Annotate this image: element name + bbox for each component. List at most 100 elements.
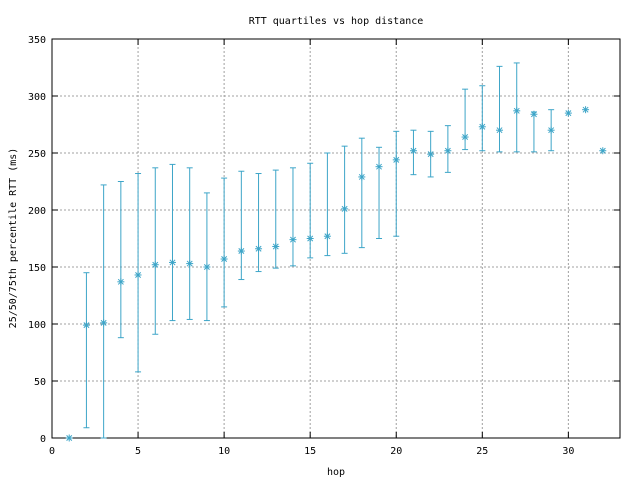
marker-stroke [427,151,434,158]
data-point [220,177,228,308]
x-tick-label: 5 [135,446,141,457]
marker-stroke [100,319,107,326]
marker-stroke [462,134,469,141]
median-marker [168,258,176,266]
data-point [100,184,108,439]
data-point [392,130,400,237]
marker-stroke [307,235,314,242]
marker-stroke [393,156,400,163]
median-marker [134,271,142,279]
median-marker [530,110,538,118]
marker-stroke [66,435,73,441]
marker-stroke [358,173,365,180]
median-marker [375,163,383,171]
y-tick-label: 100 [28,320,46,331]
x-tick-label: 10 [218,446,230,457]
marker-stroke [530,111,537,118]
median-marker [289,236,297,244]
marker-stroke [203,264,210,270]
median-marker [564,109,572,117]
median-marker [323,232,331,240]
y-tick-label: 50 [34,377,46,388]
median-marker [427,150,435,158]
median-marker [513,107,521,115]
median-marker [65,434,73,442]
x-tick-label: 30 [562,446,574,457]
x-tick-label: 15 [304,446,316,457]
data-point [461,88,469,151]
data-point [513,62,521,153]
median-marker [255,245,263,253]
data-point [341,145,349,254]
data-point [530,110,538,153]
data-point [82,272,90,429]
marker-stroke [565,110,572,117]
y-tick-label: 200 [28,206,46,217]
y-axis-label: 25/50/75th percentile RTT (ms) [8,148,19,329]
data-point [151,167,159,335]
data-point [117,181,125,339]
median-marker [341,205,349,213]
axis-ticks: 0 50 100 150 200 250 300 350 0 5 10 15 20 25 30 [28,35,620,457]
marker-stroke [221,256,228,262]
y-tick-label: 300 [28,92,46,103]
x-tick-label: 20 [390,446,402,457]
data-point [444,125,452,173]
median-marker [461,133,469,141]
median-marker [478,123,486,131]
median-marker [151,261,159,269]
marker-stroke [289,236,296,243]
data-point [186,167,194,320]
median-marker [203,263,211,271]
marker-stroke [169,259,176,266]
x-axis-label: hop [327,467,345,478]
data-point [65,434,73,442]
median-marker [100,319,108,327]
x-tick-label: 25 [476,446,488,457]
marker-stroke [152,261,159,268]
marker-stroke [444,147,451,154]
plot-frame [51,38,621,439]
data-point [134,173,142,373]
data-point [255,173,263,273]
median-marker [358,173,366,181]
marker-stroke [410,147,417,154]
marker-stroke [582,106,589,113]
marker-stroke [513,107,520,114]
data-point [375,146,383,239]
data-point [599,147,607,155]
marker-stroke [186,260,193,267]
data-point [547,109,555,152]
median-marker [186,260,194,268]
median-marker [82,321,90,329]
data-point [272,169,280,269]
median-marker [496,126,504,134]
marker-stroke [599,147,606,154]
median-marker [582,106,590,114]
marker-stroke [83,322,90,329]
marker-stroke [376,163,383,170]
data-point [478,85,486,152]
marker-stroke [117,278,124,285]
median-marker [220,255,228,263]
data-point [409,129,417,176]
y-tick-label: 150 [28,263,46,274]
median-marker [547,126,555,134]
data-point [203,192,211,322]
median-marker [409,147,417,155]
median-marker [444,147,452,155]
marker-stroke [548,127,555,134]
y-tick-label: 350 [28,35,46,46]
median-marker [117,278,125,286]
marker-stroke [324,233,331,240]
marker-stroke [496,127,503,134]
series-layer [65,62,607,442]
data-point [289,167,297,267]
data-point [306,162,314,259]
data-point [496,65,504,153]
marker-stroke [238,248,245,255]
data-point [582,106,590,114]
data-point [323,152,331,257]
marker-stroke [255,245,262,252]
